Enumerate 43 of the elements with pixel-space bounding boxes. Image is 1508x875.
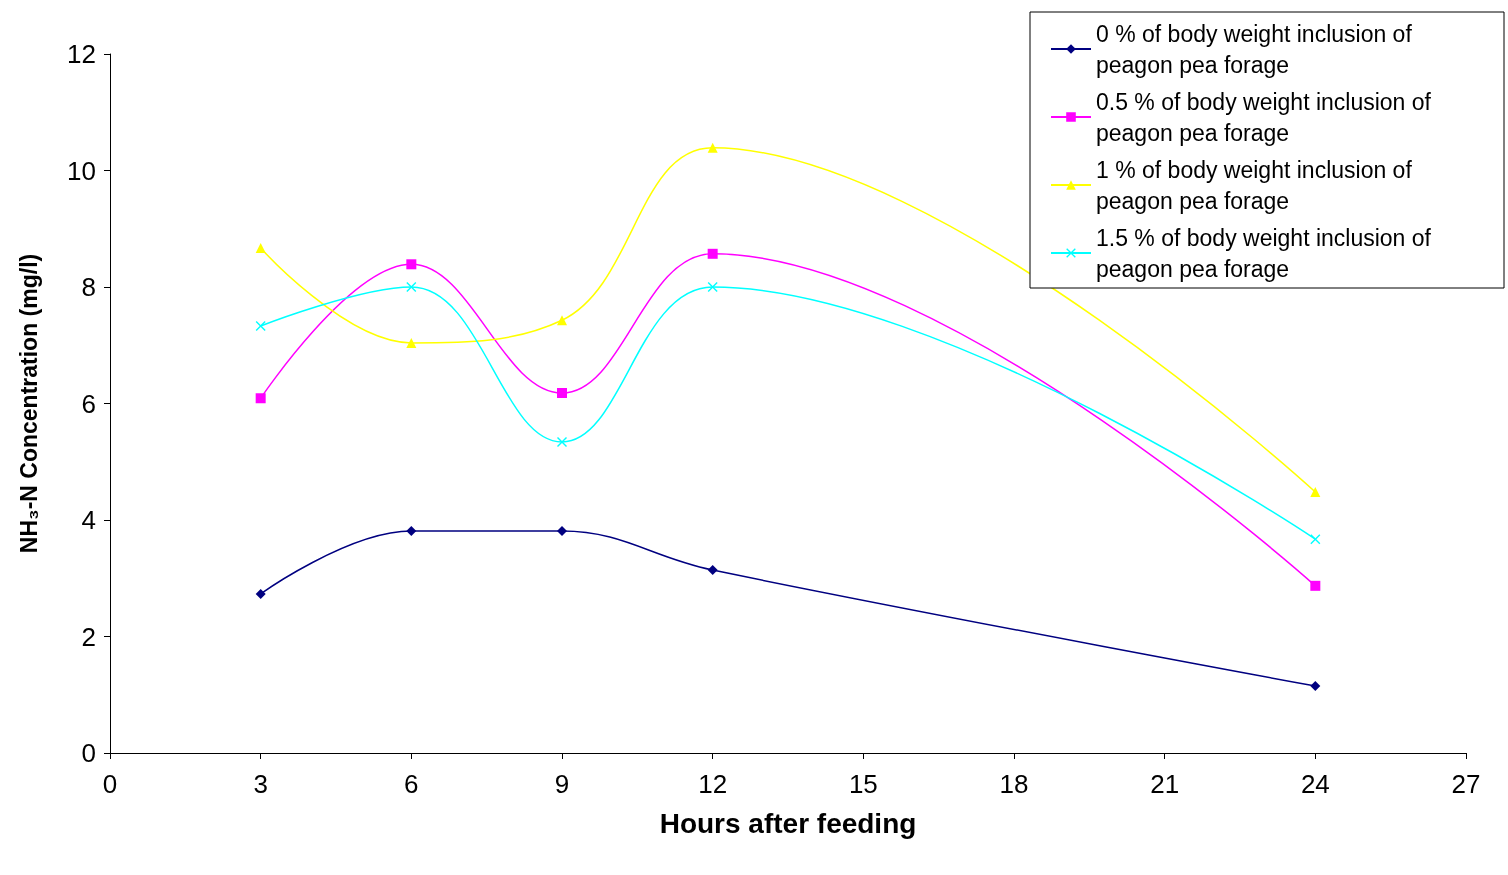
point <box>707 248 718 259</box>
x-tick-label: 18 <box>999 769 1029 799</box>
point <box>255 393 266 404</box>
y-tick-label: 12 <box>67 39 96 69</box>
x-tick-label: 0 <box>102 769 118 799</box>
x-tick-label: 12 <box>698 769 728 799</box>
y-axis-title: NH₃-N Concentration (mg/l) <box>15 253 42 554</box>
y-tick-label: 0 <box>81 738 96 768</box>
point <box>1310 580 1321 591</box>
x-tick-label: 6 <box>404 769 419 799</box>
point <box>1310 534 1321 545</box>
point <box>406 526 417 537</box>
point <box>406 337 417 348</box>
legend-label: 1 % of body weight inclusion of peagon pea forage <box>1096 156 1419 214</box>
point <box>406 259 417 270</box>
point <box>406 282 417 292</box>
y-tick-label: 2 <box>81 621 96 652</box>
point <box>557 436 567 447</box>
point <box>557 315 567 326</box>
x-tick-label: 9 <box>554 769 570 799</box>
point <box>255 242 266 253</box>
x-tick-label: 21 <box>1150 769 1180 799</box>
point <box>1310 681 1321 692</box>
point <box>557 388 567 399</box>
point <box>557 526 567 537</box>
y-tick-label: 8 <box>81 272 96 302</box>
legend-label: 0.5 % of body weight inclusion of peagon pea forage <box>1096 88 1438 146</box>
x-tick-label: 24 <box>1300 769 1330 799</box>
point <box>255 321 266 332</box>
x-tick-label: 27 <box>1451 769 1481 799</box>
point <box>1310 487 1321 498</box>
legend-label: 1.5 % of body weight inclusion of peagon pea forage <box>1096 224 1438 282</box>
y-tick-label: 10 <box>67 155 96 186</box>
y-tick-label: 6 <box>81 388 96 419</box>
x-tick-label: 15 <box>848 769 878 799</box>
point <box>255 588 266 599</box>
x-tick-label: 3 <box>253 769 268 799</box>
y-tick-label: 4 <box>81 505 96 535</box>
point <box>707 282 718 292</box>
point <box>707 142 718 153</box>
point <box>707 565 718 576</box>
legend-label: 0 % of body weight inclusion of peagon pea forage <box>1096 20 1419 78</box>
x-axis-title: Hours after feeding <box>659 807 917 839</box>
